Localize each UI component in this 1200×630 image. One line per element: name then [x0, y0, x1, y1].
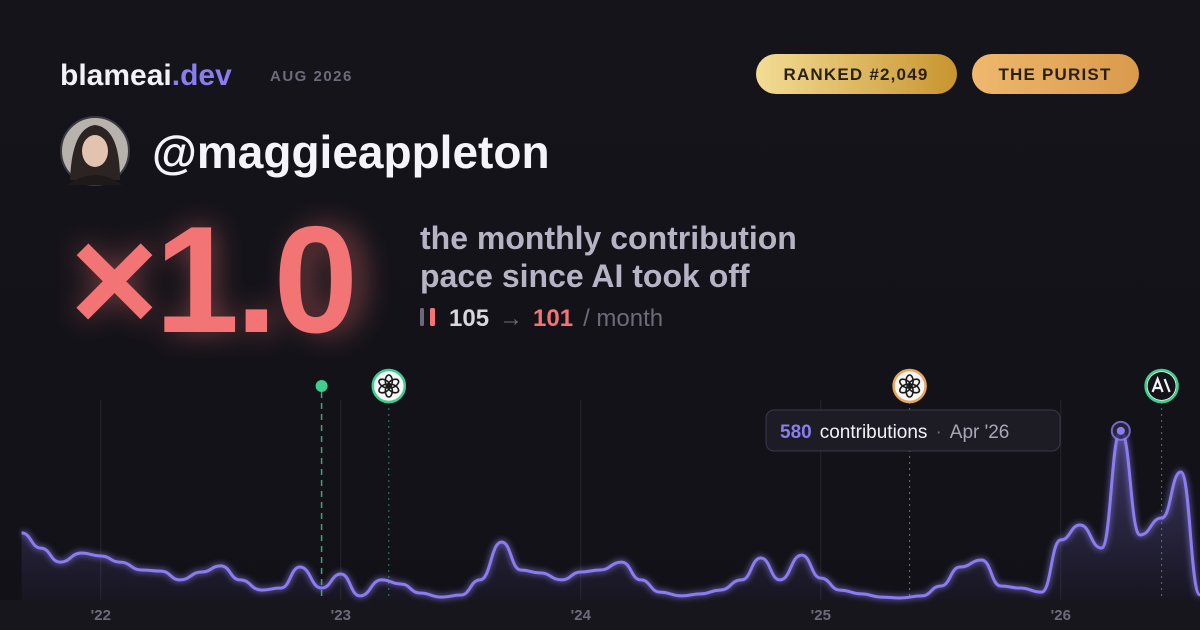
- axis-band: [0, 600, 1200, 630]
- pace-stats: 105 → 101 / month: [449, 305, 663, 332]
- logo-shape: [378, 378, 391, 389]
- unit: / month: [583, 305, 663, 332]
- after: 101: [533, 305, 573, 332]
- multiplier-glow: ×1.0: [70, 195, 370, 365]
- tooltip-value: 580: [780, 422, 812, 443]
- event-logo: [378, 374, 400, 398]
- event-logo: [898, 374, 921, 398]
- logo-shape: [898, 378, 912, 389]
- event-logo: [1147, 372, 1176, 400]
- description: the monthly contribution: [420, 220, 797, 256]
- x-tick-label: '22: [91, 607, 111, 624]
- logo-shape: [1151, 375, 1171, 393]
- description: pace since AI took off: [420, 258, 750, 294]
- x-tick-label: '25: [811, 607, 831, 624]
- badge: [972, 54, 1139, 94]
- chart: '22 '23 '24 '25 '26 580 contributions · Apr '26: [21, 368, 1200, 624]
- badge: [756, 54, 957, 94]
- logo-bg: [1147, 372, 1176, 400]
- before: 105: [449, 305, 489, 332]
- x-tick-label: '23: [331, 607, 351, 624]
- brand: blameai.dev: [60, 59, 232, 92]
- multiplier: ×1.0: [70, 195, 354, 365]
- tooltip-separator: ·: [935, 422, 941, 443]
- legend-icon: [430, 308, 435, 326]
- tooltip-date: Apr '26: [950, 422, 1010, 443]
- highlight-dot: [1116, 426, 1125, 435]
- brand-suffix: .dev: [172, 59, 232, 92]
- tooltip: 580 contributions · Apr '26: [780, 422, 1009, 443]
- x-tick-label: '26: [1051, 607, 1071, 624]
- tooltip-box: [765, 409, 1061, 452]
- date: AUG 2026: [270, 68, 353, 85]
- badge-label: RANKED #2,049: [783, 65, 928, 84]
- handle: @maggieappleton: [152, 126, 550, 178]
- event-dot: [315, 380, 328, 392]
- line: [21, 429, 1200, 600]
- badge-label: THE PURIST: [998, 65, 1111, 84]
- brand-name: blameai: [60, 59, 172, 92]
- x-tick-label: '24: [571, 607, 592, 624]
- legend-icon: [420, 308, 424, 326]
- avatar: [60, 116, 130, 186]
- tooltip-label: contributions: [820, 422, 928, 443]
- event-icon: [892, 368, 927, 404]
- arrow: →: [499, 305, 523, 332]
- event-icon: [371, 368, 407, 404]
